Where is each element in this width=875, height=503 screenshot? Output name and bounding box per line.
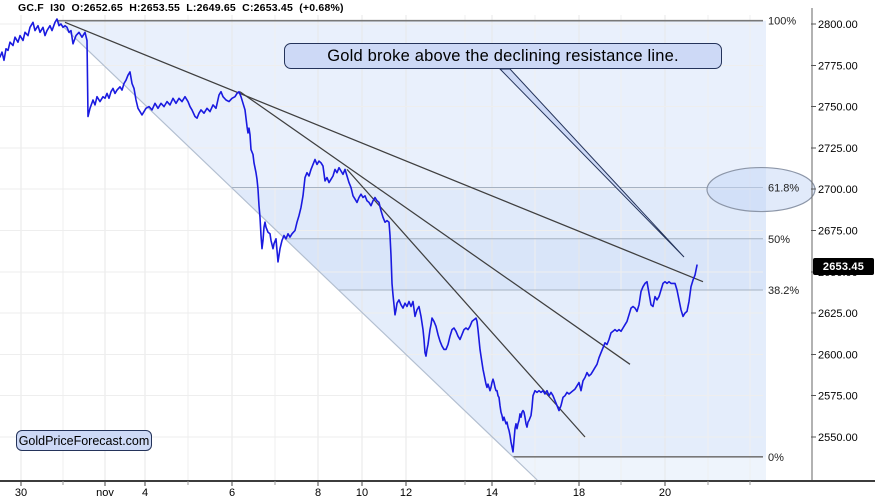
fib-connector-line: [56, 20, 538, 481]
watermark-text: GoldPriceForecast.com: [18, 433, 150, 448]
last-price-value: 2653.45: [822, 260, 865, 273]
price-tick-label: 2600.00: [818, 349, 858, 361]
declining-resistance-1: [64, 21, 704, 283]
price-tick-label: 2750.00: [818, 102, 858, 114]
last-price-badge: 2653.45: [813, 258, 874, 275]
annotation-callout: Gold broke above the declining resistanc…: [284, 43, 722, 69]
fib-bands: [57, 20, 767, 480]
price-tick-label: 2575.00: [818, 391, 858, 403]
date-tick-label: 10: [356, 487, 368, 499]
date-tick-label: 14: [486, 487, 498, 499]
annotation-pointer: [498, 68, 685, 258]
price-tick-label: 2675.00: [818, 226, 858, 238]
date-tick-label: 30: [15, 487, 27, 499]
declining-resistance-2: [239, 91, 631, 365]
fib-level-lines: [57, 19, 763, 458]
date-tick-label: 20: [659, 487, 671, 499]
price-tick-label: 2625.00: [818, 308, 858, 320]
fib-level-label: 38.2%: [768, 285, 799, 297]
date-tick-label: 8: [315, 487, 321, 499]
price-tick-label: 2725.00: [818, 143, 858, 155]
fib-level-label: 61.8%: [768, 183, 799, 195]
fib-level-label: 50%: [768, 234, 790, 246]
annotation-text: Gold broke above the declining resistanc…: [327, 46, 679, 65]
chart-title-ohlc: GC.F I30 O:2652.65 H:2653.55 L:2649.65 C…: [18, 2, 344, 14]
fib-labels: 100% 61.8% 50% 38.2% 0%: [768, 16, 799, 464]
date-axis-labels: 30 nov 4 6 8 10 12 14 18 20: [15, 481, 751, 499]
date-tick-label: nov: [96, 487, 114, 499]
fib-level-label: 100%: [768, 16, 796, 28]
date-tick-label: 18: [573, 487, 585, 499]
date-tick-label: 4: [142, 487, 148, 499]
price-axis-labels: 2800.00 2775.00 2750.00 2725.00 2700.00 2675.…: [811, 19, 858, 444]
fib-level-label: 0%: [768, 452, 784, 464]
price-tick-label: 2800.00: [818, 19, 858, 31]
price-line: [0, 18, 698, 453]
date-tick-label: 6: [229, 487, 235, 499]
price-tick-label: 2700.00: [818, 184, 858, 196]
gridlines: [0, 15, 763, 480]
date-tick-label: 12: [400, 487, 412, 499]
price-tick-label: 2550.00: [818, 432, 858, 444]
price-tick-label: 2775.00: [818, 60, 858, 72]
watermark-badge: GoldPriceForecast.com: [16, 430, 152, 451]
